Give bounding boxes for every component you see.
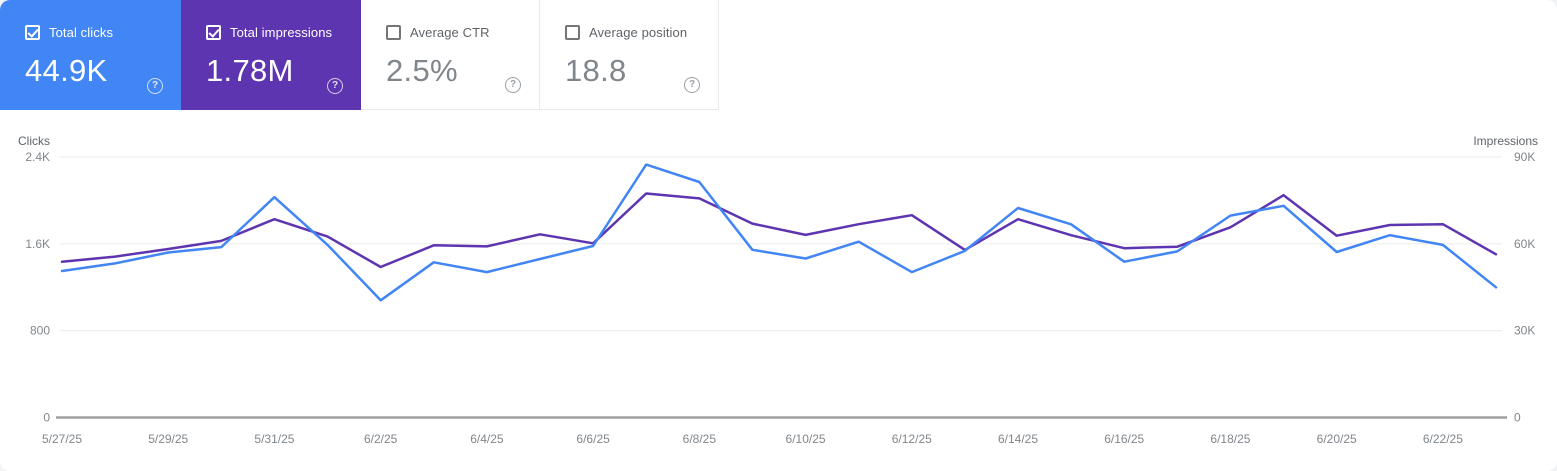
x-axis-date-label: 6/18/25 [1210,432,1250,446]
help-icon[interactable]: ? [505,77,521,93]
x-axis-date-label: 6/12/25 [892,432,932,446]
x-axis-date-label: 6/20/25 [1317,432,1357,446]
left-axis-tick: 0 [43,411,50,425]
right-axis-title: Impressions [1473,134,1538,148]
left-axis-tick: 800 [30,324,50,338]
average-position-value: 18.8 [565,53,627,88]
x-axis-date-label: 5/27/25 [42,432,82,446]
help-icon[interactable]: ? [147,78,163,94]
x-axis-date-label: 6/10/25 [786,432,826,446]
right-axis-tick: 30K [1514,324,1535,338]
right-axis-tick: 90K [1514,150,1535,164]
right-axis-tick: 0 [1514,411,1521,425]
performance-chart[interactable]: 0 0 800 30K 1.6K 60K 2.4K 90K Clicks Impressions 5… [0,130,1557,471]
metric-card-average-ctr[interactable]: Average CTR 2.5% ? [361,0,540,110]
left-axis-tick: 2.4K [25,150,50,164]
x-axis-date-label: 6/4/25 [470,432,504,446]
x-axis-date-label: 6/2/25 [364,432,398,446]
average-ctr-checkbox[interactable] [386,25,401,40]
average-ctr-label: Average CTR [410,25,490,40]
help-icon[interactable]: ? [327,78,343,94]
x-axis-date-label: 5/29/25 [148,432,188,446]
left-axis-tick: 1.6K [25,237,50,251]
total-impressions-value: 1.78M [206,53,294,88]
metric-card-total-impressions[interactable]: Total impressions 1.78M ? [181,0,361,110]
x-axis-date-label: 6/8/25 [683,432,717,446]
x-axis-date-label: 6/14/25 [998,432,1038,446]
total-impressions-checkbox[interactable] [206,25,221,40]
metric-card-average-position[interactable]: Average position 18.8 ? [540,0,719,110]
impressions-line [60,192,1498,269]
average-ctr-value: 2.5% [386,53,458,88]
left-axis-title: Clicks [18,134,50,148]
metric-card-total-clicks[interactable]: Total clicks 44.9K ? [0,0,181,110]
x-axis-date-label: 5/31/25 [254,432,294,446]
x-axis-date-label: 6/16/25 [1104,432,1144,446]
average-position-checkbox[interactable] [565,25,580,40]
average-position-label: Average position [589,25,688,40]
clicks-line [60,163,1498,302]
total-impressions-label: Total impressions [230,25,333,40]
help-icon[interactable]: ? [684,77,700,93]
x-axis-date-label: 6/22/25 [1423,432,1463,446]
total-clicks-label: Total clicks [49,25,114,40]
right-axis-tick: 60K [1514,237,1535,251]
total-clicks-checkbox[interactable] [25,25,40,40]
total-clicks-value: 44.9K [25,53,108,88]
metric-cards-row: Total clicks 44.9K ? Total impressions 1… [0,0,1557,110]
x-axis-date-label: 6/6/25 [576,432,610,446]
